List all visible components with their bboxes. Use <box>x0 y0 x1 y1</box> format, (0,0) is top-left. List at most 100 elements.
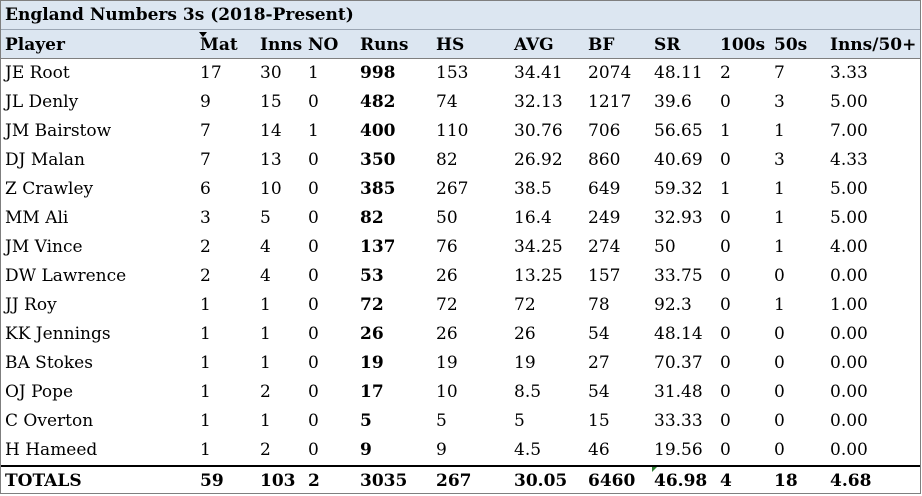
cell-sr: 40.69 <box>654 150 703 170</box>
cell-runs: 19 <box>360 353 384 373</box>
cell-inns-per-50: 3.33 <box>830 63 868 83</box>
cell-bf: 706 <box>588 121 621 141</box>
cell-inns: 1 <box>260 411 271 431</box>
cell-player: H Hameed <box>5 440 98 460</box>
cell-no: 0 <box>308 382 319 402</box>
cell-mat: 2 <box>200 237 211 257</box>
cell-hs: 72 <box>436 295 458 315</box>
cell-inns-per-50: 4.68 <box>830 471 872 491</box>
cell-sr: 33.75 <box>654 266 703 286</box>
cell-bf: 860 <box>588 150 621 170</box>
cell-fifties: 3 <box>774 150 785 170</box>
cell-fifties: 0 <box>774 324 785 344</box>
cell-player: MM Ali <box>5 208 69 228</box>
column-header-fifties: 50s <box>774 35 808 55</box>
cell-hs: 5 <box>436 411 447 431</box>
cell-no: 0 <box>308 208 319 228</box>
cell-hs: 267 <box>436 471 472 491</box>
cell-fifties: 0 <box>774 411 785 431</box>
cell-avg: 26 <box>514 324 536 344</box>
table-row: KK Jennings 1 1 0 26 26 26 54 48.14 0 0 0.00 <box>1 320 920 349</box>
table-row: JL Denly 9 15 0 482 74 32.13 1217 39.6 0 3 5.00 <box>1 88 920 117</box>
cell-hs: 26 <box>436 324 458 344</box>
cell-sr: 46.98 <box>654 471 708 491</box>
cell-hundreds: 4 <box>720 471 732 491</box>
table-row: Z Crawley 6 10 0 385 267 38.5 649 59.32 1 1 5.00 <box>1 175 920 204</box>
cell-hundreds: 0 <box>720 411 731 431</box>
cell-inns: 30 <box>260 63 282 83</box>
cell-mat: 1 <box>200 353 211 373</box>
cell-sr: 31.48 <box>654 382 703 402</box>
cell-runs: 82 <box>360 208 384 228</box>
cell-mat: 17 <box>200 63 222 83</box>
table-row: DW Lawrence 2 4 0 53 26 13.25 157 33.75 0 0 0.00 <box>1 262 920 291</box>
cell-inns: 4 <box>260 237 271 257</box>
cell-bf: 2074 <box>588 63 632 83</box>
table-body: JE Root 17 30 1 998 153 34.41 2074 48.11 2 7 3.33 JL… <box>1 59 920 465</box>
cell-fifties: 1 <box>774 121 785 141</box>
cell-hs: 26 <box>436 266 458 286</box>
cell-avg: 4.5 <box>514 440 542 460</box>
cell-avg: 16.4 <box>514 208 552 228</box>
cell-inns: 1 <box>260 324 271 344</box>
cell-no: 1 <box>308 121 319 141</box>
cell-fifties: 0 <box>774 440 785 460</box>
cell-sr: 19.56 <box>654 440 703 460</box>
cell-player: C Overton <box>5 411 94 431</box>
cell-player: KK Jennings <box>5 324 111 344</box>
cell-hs: 267 <box>436 179 469 199</box>
cell-fifties: 3 <box>774 92 785 112</box>
cell-sr: 48.14 <box>654 324 703 344</box>
cell-sr: 33.33 <box>654 411 703 431</box>
cell-inns-per-50: 0.00 <box>830 266 868 286</box>
cell-inns-per-50: 7.00 <box>830 121 868 141</box>
cell-no: 1 <box>308 63 319 83</box>
cell-hundreds: 0 <box>720 324 731 344</box>
cell-mat: 7 <box>200 150 211 170</box>
cell-bf: 649 <box>588 179 621 199</box>
cell-hundreds: 0 <box>720 266 731 286</box>
cell-inns-per-50: 5.00 <box>830 179 868 199</box>
cell-mat: 9 <box>200 92 211 112</box>
column-header-mat: Mat <box>200 35 238 55</box>
cell-runs: 482 <box>360 92 396 112</box>
cell-inns: 4 <box>260 266 271 286</box>
table-row: OJ Pope 1 2 0 17 10 8.5 54 31.48 0 0 0.00 <box>1 378 920 407</box>
cell-bf: 1217 <box>588 92 632 112</box>
cell-no: 0 <box>308 92 319 112</box>
cell-player: JM Bairstow <box>5 121 112 141</box>
cell-player: JL Denly <box>5 92 79 112</box>
totals-row: TOTALS 59 103 2 3035 267 30.05 6460 46.98 4 18 4.68 <box>1 465 920 494</box>
cell-avg: 34.41 <box>514 63 563 83</box>
column-header-runs: Runs <box>360 35 409 55</box>
cell-avg: 30.76 <box>514 121 563 141</box>
cell-mat: 1 <box>200 440 211 460</box>
table-row: JJ Roy 1 1 0 72 72 72 78 92.3 0 1 1.00 <box>1 291 920 320</box>
cell-hundreds: 0 <box>720 92 731 112</box>
column-header-no: NO <box>308 35 339 55</box>
cell-sr: 32.93 <box>654 208 703 228</box>
column-header-sr: SR <box>654 35 681 55</box>
cell-fifties: 7 <box>774 63 785 83</box>
cell-no: 0 <box>308 353 319 373</box>
cell-inns-per-50: 0.00 <box>830 382 868 402</box>
cell-sr: 39.6 <box>654 92 692 112</box>
cell-player: DJ Malan <box>5 150 85 170</box>
table-row: C Overton 1 1 0 5 5 5 15 33.33 0 0 0.00 <box>1 407 920 436</box>
cell-fifties: 0 <box>774 382 785 402</box>
column-header-hs: HS <box>436 35 465 55</box>
cell-runs: 53 <box>360 266 384 286</box>
cell-mat: 1 <box>200 411 211 431</box>
cell-bf: 6460 <box>588 471 636 491</box>
cell-inns: 15 <box>260 92 282 112</box>
cell-inns-per-50: 0.00 <box>830 440 868 460</box>
cell-no: 2 <box>308 471 320 491</box>
cell-bf: 157 <box>588 266 621 286</box>
cell-runs: 5 <box>360 411 372 431</box>
cell-inns-per-50: 1.00 <box>830 295 868 315</box>
cell-fifties: 0 <box>774 266 785 286</box>
cell-hs: 9 <box>436 440 447 460</box>
cell-avg: 32.13 <box>514 92 563 112</box>
sheet-title: England Numbers 3s (2018-Present) <box>1 1 920 30</box>
cell-bf: 15 <box>588 411 610 431</box>
